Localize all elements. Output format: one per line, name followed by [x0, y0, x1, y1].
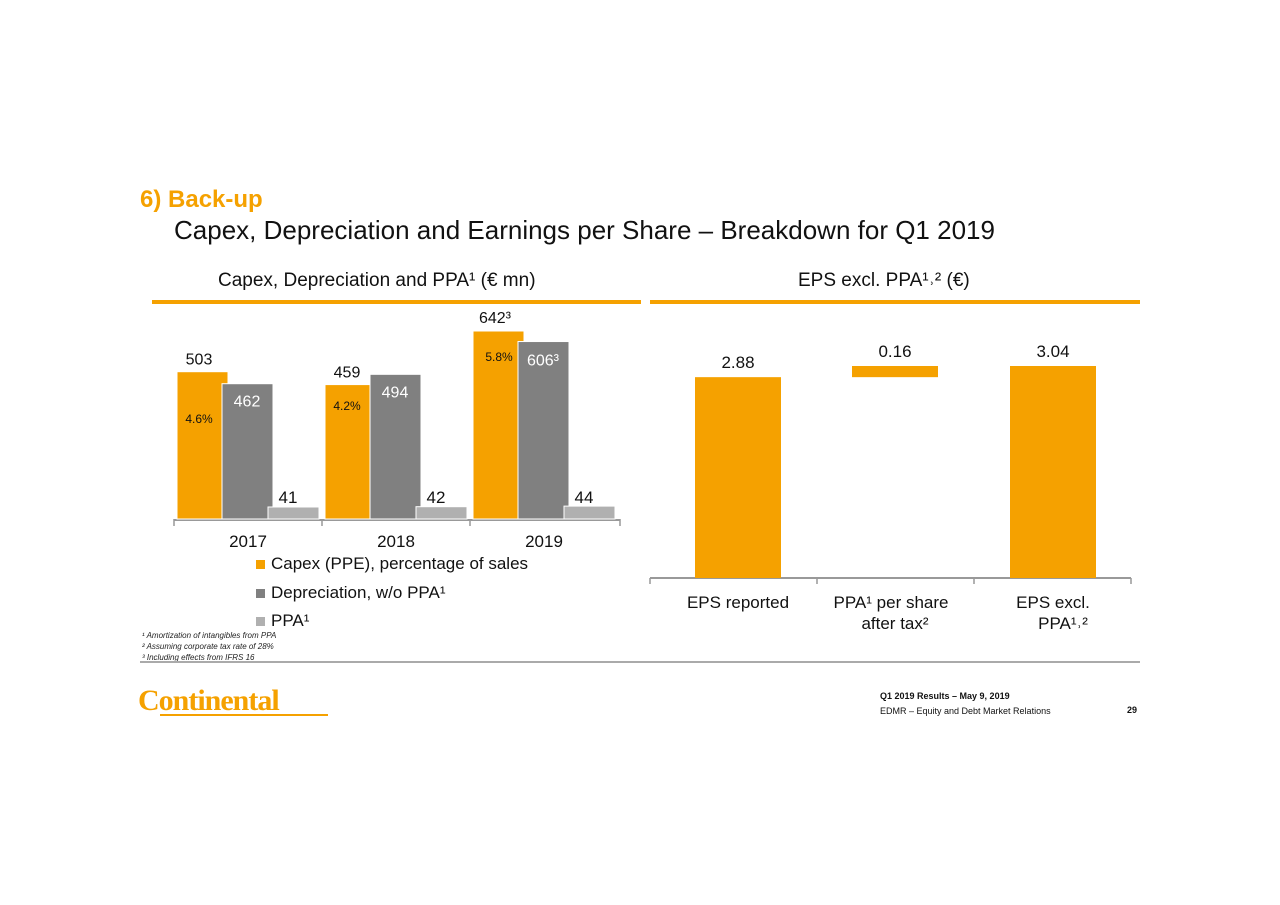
- eps-bar: [1010, 366, 1096, 578]
- eps-category-label: EPS excl.: [1016, 593, 1090, 612]
- bar-ppa: [563, 505, 616, 520]
- right-chart-title: EPS excl. PPA¹˒² (€): [798, 270, 970, 291]
- footnote-2: ² Assuming corporate tax rate of 28%: [142, 642, 274, 651]
- logo-underline: [160, 714, 328, 716]
- bar-depreciation: [369, 373, 422, 520]
- section-title: 6) Back-up: [140, 186, 263, 213]
- bar-depreciation: [517, 341, 570, 520]
- data-label-depreciation: 494: [382, 384, 409, 401]
- legend-depreciation: Depreciation, w/o PPA¹: [256, 583, 445, 603]
- legend-swatch: [256, 560, 265, 569]
- eps-category-label: EPS reported: [687, 593, 789, 612]
- continental-logo: Continental: [138, 684, 280, 717]
- legend-label: Depreciation, w/o PPA¹: [271, 583, 446, 602]
- bar-capex: [176, 371, 229, 520]
- legend-swatch: [256, 589, 265, 598]
- legend-capex: Capex (PPE), percentage of sales: [256, 554, 528, 574]
- footnote-1: ¹ Amortization of intangibles from PPA: [142, 631, 277, 640]
- data-label-capex: 503: [186, 352, 213, 369]
- data-label-ppa: 44: [575, 488, 594, 507]
- eps-data-label: 3.04: [1036, 342, 1069, 361]
- bar-capex: [472, 330, 525, 520]
- footnote-3: ³ Including effects from IFRS 16: [142, 653, 255, 662]
- left-title-rule: [152, 300, 641, 304]
- data-label-capex: 459: [334, 365, 361, 382]
- eps-category-label: PPA¹ per share: [834, 593, 949, 612]
- footer-event: Q1 2019 Results – May 9, 2019: [880, 691, 1010, 701]
- bar-depreciation: [221, 383, 274, 520]
- legend-label: PPA¹: [271, 611, 310, 630]
- bar-ppa: [415, 506, 468, 520]
- data-label-depreciation: 606³: [527, 353, 560, 370]
- left-chart-title: Capex, Depreciation and PPA¹ (€ mn): [218, 270, 536, 291]
- eps-category-label: after tax²: [861, 614, 928, 633]
- bar-ppa: [267, 506, 320, 520]
- eps-bar: [695, 377, 781, 578]
- data-label-pct: 4.2%: [333, 399, 361, 413]
- eps-data-label: 0.16: [878, 342, 911, 361]
- footer-department: EDMR – Equity and Debt Market Relations: [880, 706, 1051, 716]
- x-tick-label: 2017: [229, 532, 267, 551]
- data-label-ppa: 41: [279, 488, 298, 507]
- data-label-pct: 5.8%: [485, 350, 513, 364]
- data-label-depreciation: 462: [234, 394, 261, 411]
- data-label-ppa: 42: [427, 488, 446, 507]
- eps-data-label: 2.88: [721, 353, 754, 372]
- eps-category-label: PPA¹˒²: [1038, 614, 1088, 633]
- data-label-capex: 642³: [479, 310, 512, 327]
- eps-bar: [852, 366, 938, 378]
- page-number: 29: [1127, 705, 1138, 715]
- legend-label: Capex (PPE), percentage of sales: [271, 554, 529, 573]
- footer-divider: [140, 661, 1140, 663]
- legend-swatch: [256, 617, 265, 626]
- slide-title: Capex, Depreciation and Earnings per Sha…: [174, 215, 995, 245]
- x-tick-label: 2018: [377, 532, 415, 551]
- right-title-rule: [650, 300, 1140, 304]
- legend-ppa: PPA¹: [256, 611, 309, 631]
- data-label-pct: 4.6%: [185, 412, 213, 426]
- x-tick-label: 2019: [525, 532, 563, 551]
